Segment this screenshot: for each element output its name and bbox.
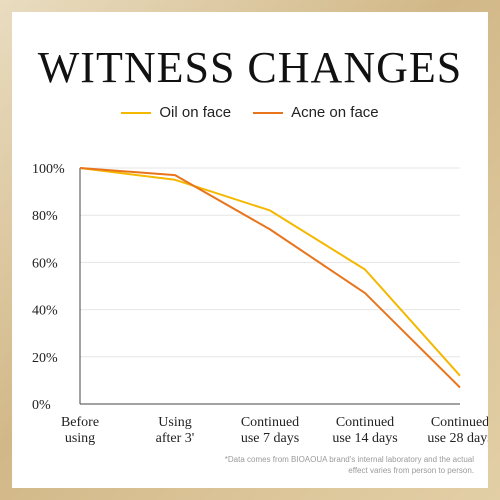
legend-item-acne: Acne on face — [253, 104, 379, 121]
chart-legend: Oil on face Acne on face — [12, 104, 488, 121]
chart-title: WITNESS CHANGES — [37, 43, 463, 92]
legend-label-acne: Acne on face — [291, 104, 379, 121]
x-tick-label: Continued use 7 days — [241, 415, 299, 446]
chart-card: WITNESS CHANGES Oil on face Acne on face… — [12, 12, 488, 488]
y-tick-label: 40% — [32, 304, 58, 319]
legend-item-oil: Oil on face — [121, 104, 231, 121]
footnote: *Data comes from BIOAOUA brand's interna… — [224, 455, 474, 475]
legend-label-oil: Oil on face — [159, 104, 232, 121]
x-tick-label: Using after 3' — [156, 415, 195, 446]
y-tick-label: 100% — [32, 162, 65, 177]
y-tick-label: 0% — [32, 398, 51, 413]
series-line-acne — [79, 167, 461, 389]
legend-swatch-acne — [253, 111, 284, 114]
y-tick-label: 60% — [32, 256, 58, 271]
series-line-oil — [79, 167, 461, 377]
x-tick-label: Continued use 14 days — [332, 415, 397, 446]
y-tick-label: 80% — [32, 209, 58, 224]
y-tick-label: 20% — [32, 351, 58, 366]
x-tick-label: Before using — [61, 415, 99, 446]
line-chart: 0% 20% 40% 60% 80% 100% Before using Using after … — [32, 162, 488, 446]
legend-swatch-oil — [121, 111, 152, 114]
x-tick-label: Continued use 28 days — [427, 415, 488, 446]
